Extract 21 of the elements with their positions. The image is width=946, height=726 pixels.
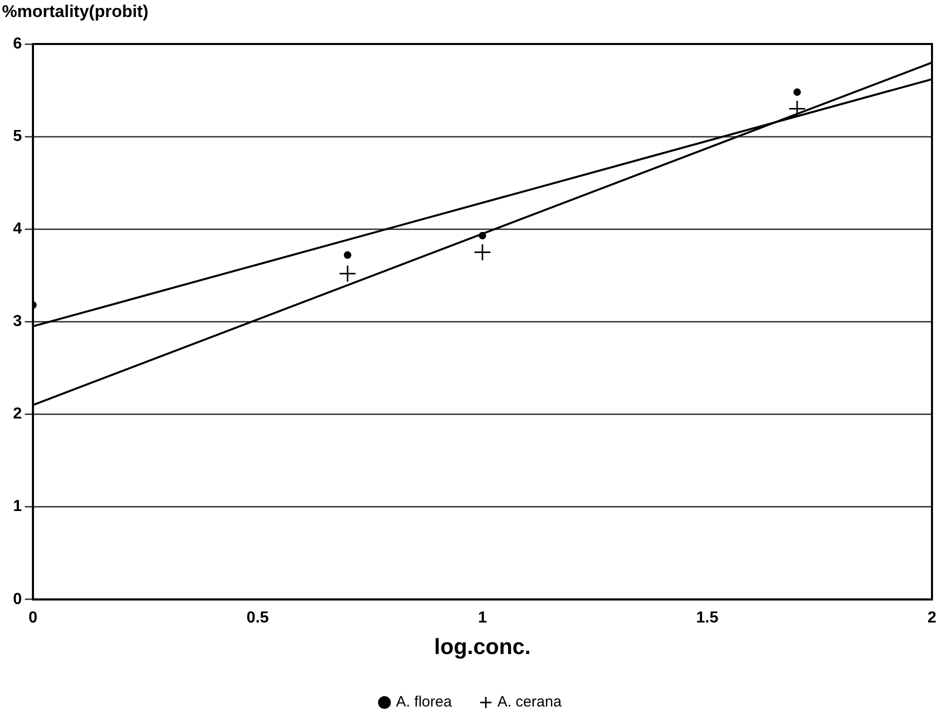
legend-label: A. cerana — [497, 694, 562, 711]
y-axis-title: %mortality(probit) — [2, 2, 148, 22]
x-axis-title: log.conc. — [434, 634, 531, 659]
y-tick-label: 0 — [12, 590, 22, 608]
point — [793, 88, 801, 96]
x-tick-label: 0 — [28, 609, 38, 626]
x-tick-label: 1.5 — [696, 609, 718, 626]
y-tick-label: 6 — [12, 35, 22, 52]
point — [474, 244, 492, 262]
x-tick-label: 1 — [478, 609, 487, 626]
y-tick-label: 5 — [12, 128, 22, 145]
y-tick-label: 4 — [12, 220, 22, 238]
legend-label: A. florea — [396, 694, 452, 711]
y-tick-label: 3 — [12, 313, 22, 330]
x-tick-label: 0.5 — [246, 609, 269, 626]
point — [478, 232, 486, 240]
point — [338, 264, 356, 282]
x-tick-label: 2 — [928, 609, 937, 626]
y-tick-label: 1 — [12, 498, 22, 516]
y-tick-label: 2 — [12, 406, 22, 423]
point — [344, 251, 352, 259]
